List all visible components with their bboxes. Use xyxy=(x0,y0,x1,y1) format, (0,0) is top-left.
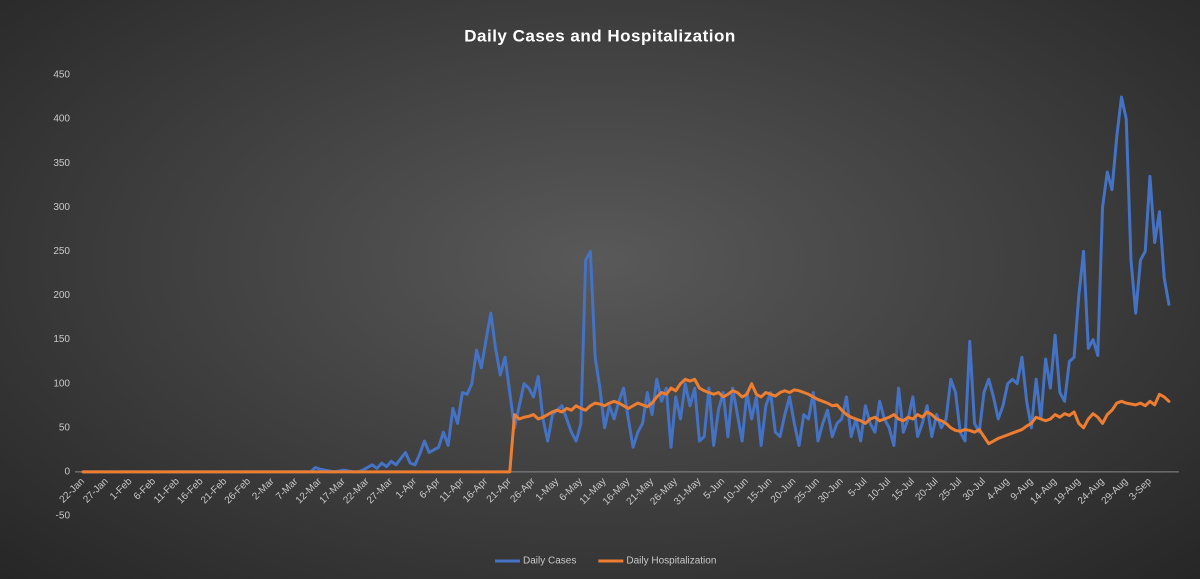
x-tick-label: 21-Apr xyxy=(485,476,514,505)
chart-title: Daily Cases and Hospitalization xyxy=(464,26,736,45)
series-line xyxy=(81,95,1171,474)
y-tick-label: 150 xyxy=(53,334,70,345)
y-tick-label: 450 xyxy=(53,70,70,81)
x-tick-label: 30-Jul xyxy=(961,476,988,503)
y-tick-label: 400 xyxy=(53,114,70,125)
x-tick-label: 25-Jul xyxy=(937,476,964,503)
x-tick-label: 10-Jul xyxy=(866,476,893,503)
x-tick-label: 11-Apr xyxy=(438,476,467,505)
x-tick-label: 20-Jun xyxy=(769,476,798,505)
x-tick-label: 1-Apr xyxy=(394,476,420,502)
x-tick-label: 15-Jul xyxy=(890,476,917,503)
x-tick-label: 10-Jun xyxy=(721,476,750,505)
legend-label: Daily Cases xyxy=(523,556,576,567)
x-tick-label: 2-Mar xyxy=(250,476,277,503)
series-line xyxy=(81,377,1171,474)
x-tick-label: 26-Feb xyxy=(223,476,253,506)
x-tick-label: 30-Jun xyxy=(816,476,845,505)
x-tick-label: 4-Aug xyxy=(985,476,1012,503)
x-tick-label: 31-May xyxy=(672,476,703,507)
y-tick-label: 100 xyxy=(53,378,70,389)
x-tick-label: 29-Aug xyxy=(1100,476,1131,507)
x-tick-label: 1-Feb xyxy=(108,476,135,503)
y-tick-label: -50 xyxy=(56,511,71,522)
y-tick-label: 200 xyxy=(53,290,70,301)
x-tick-label: 3-Sep xyxy=(1127,476,1154,503)
y-tick-label: 0 xyxy=(64,467,70,478)
x-tick-label: 27-Jan xyxy=(81,476,110,505)
y-tick-label: 50 xyxy=(59,422,71,433)
y-tick-label: 250 xyxy=(53,246,70,257)
x-tick-label: 1-May xyxy=(534,476,561,503)
legend-label: Daily Hospitalization xyxy=(626,556,716,567)
x-tick-label: 25-Jun xyxy=(793,476,822,505)
y-tick-label: 300 xyxy=(53,202,70,213)
x-tick-label: 16-Apr xyxy=(461,476,490,505)
x-tick-label: 26-Apr xyxy=(508,476,537,505)
x-tick-label: 27-Mar xyxy=(365,476,396,507)
x-tick-label: 22-Jan xyxy=(58,476,87,505)
x-tick-label: 15-Jun xyxy=(745,476,774,505)
y-tick-label: 350 xyxy=(53,158,70,169)
x-tick-label: 20-Jul xyxy=(914,476,941,503)
